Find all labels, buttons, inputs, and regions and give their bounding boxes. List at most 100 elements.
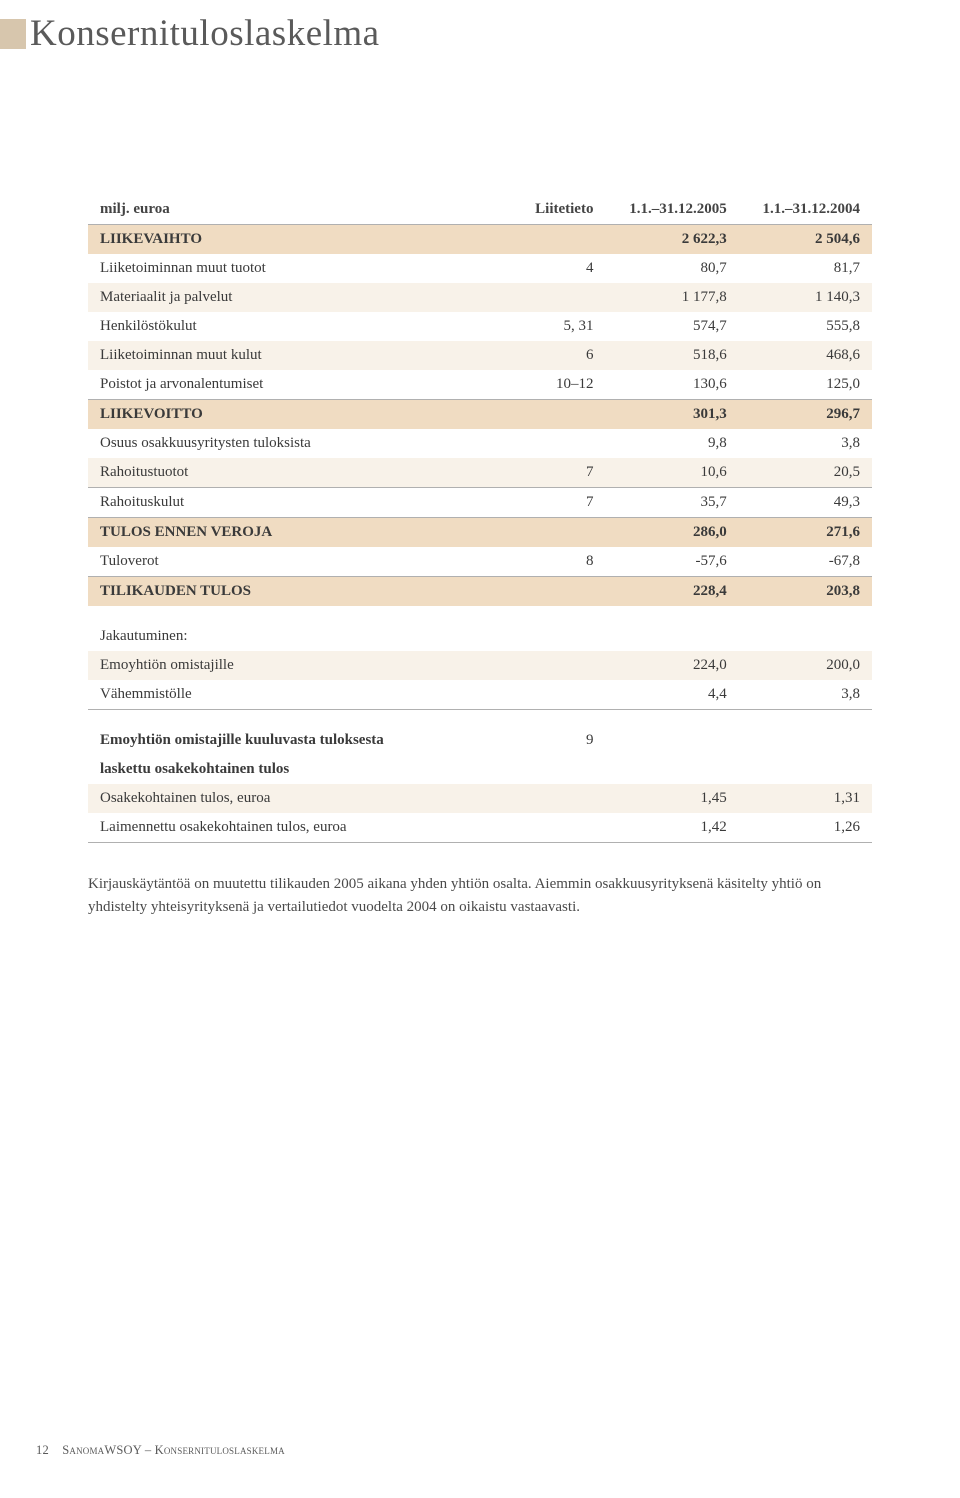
table-row: Liiketoiminnan muut tuotot 4 80,7 81,7 <box>88 254 872 283</box>
cell-2005: 574,7 <box>605 312 738 341</box>
income-statement-table: milj. euroa Liitetieto 1.1.–31.12.2005 1… <box>88 195 872 843</box>
cell-note <box>511 755 605 784</box>
cell-label: Poistot ja arvonalentumiset <box>88 370 511 400</box>
cell-label: Materiaalit ja palvelut <box>88 283 511 312</box>
cell-note: 7 <box>511 458 605 488</box>
table-row: Vähemmistölle 4,4 3,8 <box>88 680 872 710</box>
title-wrap: Konsernituloslaskelma <box>0 0 960 55</box>
cell-label: Henkilöstökulut <box>88 312 511 341</box>
cell-2004: 203,8 <box>739 577 872 607</box>
cell-note: 10–12 <box>511 370 605 400</box>
col-header-2005: 1.1.–31.12.2005 <box>605 195 738 225</box>
cell-label: Liiketoiminnan muut tuotot <box>88 254 511 283</box>
cell-2005: 80,7 <box>605 254 738 283</box>
cell-2004: 20,5 <box>739 458 872 488</box>
table-row: Tuloverot 8 -57,6 -67,8 <box>88 547 872 577</box>
cell-2004 <box>739 710 872 756</box>
cell-note: 9 <box>511 710 605 756</box>
cell-label: Vähemmistölle <box>88 680 511 710</box>
cell-2005 <box>605 755 738 784</box>
table-row: Laimennettu osakekohtainen tulos, euroa … <box>88 813 872 843</box>
cell-note <box>511 577 605 607</box>
cell-2005 <box>605 710 738 756</box>
cell-2004: 3,8 <box>739 680 872 710</box>
cell-label: laskettu osakekohtainen tulos <box>88 755 511 784</box>
cell-2005: 1 177,8 <box>605 283 738 312</box>
cell-label: LIIKEVOITTO <box>88 400 511 430</box>
cell-label: Rahoitustuotot <box>88 458 511 488</box>
cell-note: 5, 31 <box>511 312 605 341</box>
eps-header-row-2: laskettu osakekohtainen tulos <box>88 755 872 784</box>
cell-label: Emoyhtiön omistajille <box>88 651 511 680</box>
table-row: Henkilöstökulut 5, 31 574,7 555,8 <box>88 312 872 341</box>
cell-2005 <box>605 606 738 651</box>
cell-label: Emoyhtiön omistajille kuuluvasta tulokse… <box>88 710 511 756</box>
col-header-2004: 1.1.–31.12.2004 <box>739 195 872 225</box>
accounting-note: Kirjauskäytäntöä on muutettu tilikauden … <box>88 873 858 920</box>
cell-note <box>511 429 605 458</box>
cell-label: TILIKAUDEN TULOS <box>88 577 511 607</box>
cell-2005: 286,0 <box>605 518 738 548</box>
cell-2004: 81,7 <box>739 254 872 283</box>
distribution-header-row: Jakautuminen: <box>88 606 872 651</box>
table-row: Emoyhtiön omistajille 224,0 200,0 <box>88 651 872 680</box>
cell-note: 7 <box>511 488 605 518</box>
table-row: Rahoituskulut 7 35,7 49,3 <box>88 488 872 518</box>
cell-2005: 228,4 <box>605 577 738 607</box>
cell-2004: 49,3 <box>739 488 872 518</box>
cell-note: 8 <box>511 547 605 577</box>
footer-sep: – <box>142 1443 155 1457</box>
cell-2004: 3,8 <box>739 429 872 458</box>
title-accent-bar <box>0 19 26 49</box>
cell-2004: 1,26 <box>739 813 872 843</box>
cell-2004: 200,0 <box>739 651 872 680</box>
table-row: Poistot ja arvonalentumiset 10–12 130,6 … <box>88 370 872 400</box>
table-row: Rahoitustuotot 7 10,6 20,5 <box>88 458 872 488</box>
table-row: Osuus osakkuusyritysten tuloksista 9,8 3… <box>88 429 872 458</box>
cell-2004 <box>739 755 872 784</box>
cell-2005: 1,45 <box>605 784 738 813</box>
cell-label: Laimennettu osakekohtainen tulos, euroa <box>88 813 511 843</box>
cell-note <box>511 680 605 710</box>
cell-2005: 2 622,3 <box>605 225 738 255</box>
table-header-row: milj. euroa Liitetieto 1.1.–31.12.2005 1… <box>88 195 872 225</box>
table-row: TULOS ENNEN VEROJA 286,0 271,6 <box>88 518 872 548</box>
cell-2004: 296,7 <box>739 400 872 430</box>
table-row: Osakekohtainen tulos, euroa 1,45 1,31 <box>88 784 872 813</box>
table-row: LIIKEVAIHTO 2 622,3 2 504,6 <box>88 225 872 255</box>
content-area: milj. euroa Liitetieto 1.1.–31.12.2005 1… <box>0 55 960 920</box>
cell-2004 <box>739 606 872 651</box>
page-footer: 12 SanomaWSOY – Konsernituloslaskelma <box>36 1443 285 1458</box>
cell-2005: -57,6 <box>605 547 738 577</box>
cell-2005: 9,8 <box>605 429 738 458</box>
cell-note: 6 <box>511 341 605 370</box>
cell-2005: 130,6 <box>605 370 738 400</box>
page-title: Konsernituloslaskelma <box>30 12 380 55</box>
cell-label: LIIKEVAIHTO <box>88 225 511 255</box>
cell-label: Osuus osakkuusyritysten tuloksista <box>88 429 511 458</box>
cell-2004: 125,0 <box>739 370 872 400</box>
col-header-label: milj. euroa <box>88 195 511 225</box>
table-row: LIIKEVOITTO 301,3 296,7 <box>88 400 872 430</box>
cell-2005: 1,42 <box>605 813 738 843</box>
cell-label: Jakautuminen: <box>88 606 511 651</box>
cell-note <box>511 606 605 651</box>
cell-note <box>511 400 605 430</box>
footer-section: Konsernituloslaskelma <box>155 1443 285 1457</box>
cell-note <box>511 225 605 255</box>
footer-page-number: 12 <box>36 1443 49 1457</box>
cell-2005: 35,7 <box>605 488 738 518</box>
cell-2005: 10,6 <box>605 458 738 488</box>
col-header-note: Liitetieto <box>511 195 605 225</box>
cell-label: Rahoituskulut <box>88 488 511 518</box>
table-row: TILIKAUDEN TULOS 228,4 203,8 <box>88 577 872 607</box>
cell-2004: 271,6 <box>739 518 872 548</box>
cell-2004: 1,31 <box>739 784 872 813</box>
cell-label: Liiketoiminnan muut kulut <box>88 341 511 370</box>
cell-2005: 4,4 <box>605 680 738 710</box>
eps-header-row: Emoyhtiön omistajille kuuluvasta tulokse… <box>88 710 872 756</box>
cell-2005: 518,6 <box>605 341 738 370</box>
cell-note <box>511 651 605 680</box>
cell-2004: 1 140,3 <box>739 283 872 312</box>
cell-label: Osakekohtainen tulos, euroa <box>88 784 511 813</box>
